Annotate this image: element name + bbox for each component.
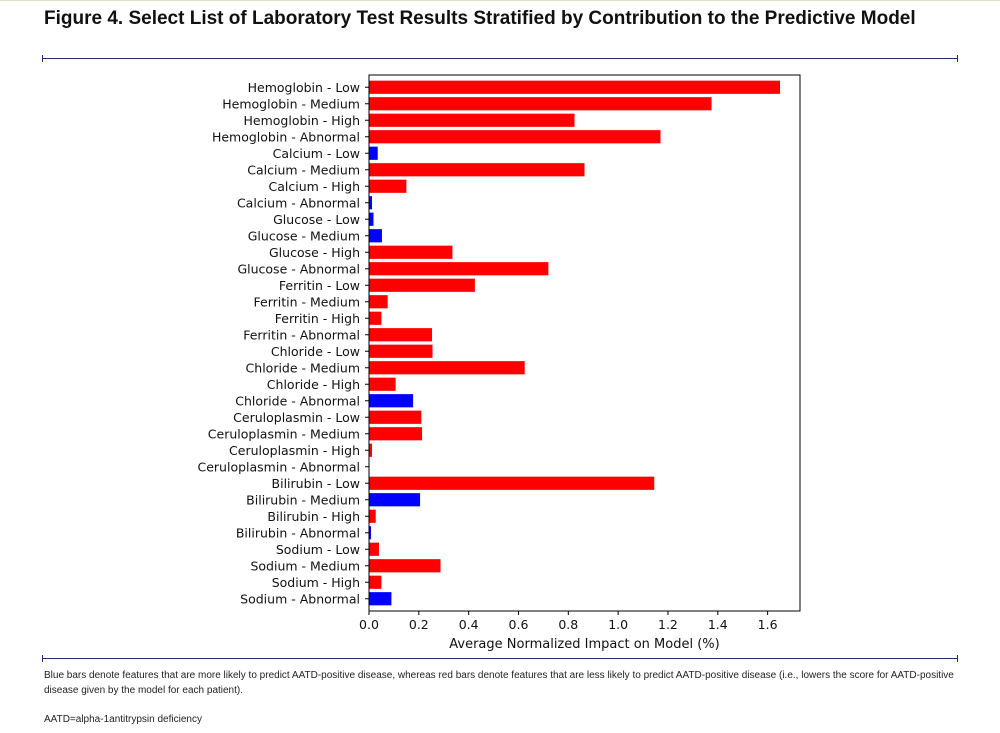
y-tick-label: Bilirubin - High: [267, 509, 360, 524]
y-tick-label: Bilirubin - Low: [272, 476, 360, 491]
bar-calcium-high: [369, 179, 407, 193]
plot-frame: [368, 74, 801, 612]
y-tick-label: Calcium - High: [269, 179, 361, 194]
bar-bilirubin-high: [369, 509, 376, 523]
bar-glucose-abnormal: [369, 262, 549, 276]
bar-sodium-medium: [369, 559, 441, 573]
bar-bilirubin-low: [369, 476, 655, 490]
bar-hemoglobin-high: [369, 113, 575, 127]
bar-glucose-low: [369, 212, 374, 226]
figure-title: Figure 4. Select List of Laboratory Test…: [44, 8, 916, 29]
figure-footnote: Blue bars denote features that are more …: [44, 670, 954, 696]
y-tick-label: Ceruloplasmin - High: [229, 443, 360, 458]
bottom-divider: [42, 655, 958, 662]
bar-chloride-high: [369, 377, 396, 391]
y-tick-label: Hemoglobin - Low: [248, 80, 360, 95]
y-tick-label: Sodium - Medium: [250, 558, 360, 573]
top-divider: [42, 55, 958, 62]
x-tick-label: 0.2: [409, 617, 429, 632]
abbreviation-note: AATD=alpha-1antitrypsin deficiency: [44, 714, 202, 725]
y-tick-label: Calcium - Medium: [247, 162, 360, 177]
bar-hemoglobin-medium: [369, 97, 712, 111]
bar-hemoglobin-low: [369, 80, 781, 94]
y-tick-label: Calcium - Low: [273, 146, 360, 161]
y-tick-label: Calcium - Abnormal: [237, 195, 360, 210]
bar-calcium-medium: [369, 163, 585, 177]
y-tick-label: Ferritin - Abnormal: [243, 327, 360, 342]
bar-calcium-abnormal: [369, 196, 372, 210]
x-axis-label: Average Normalized Impact on Model (%): [449, 637, 719, 652]
x-tick-label: 0.4: [459, 617, 479, 632]
x-tick-label: 1.6: [758, 617, 778, 632]
bar-ferritin-abnormal: [369, 328, 433, 342]
y-tick-label: Ceruloplasmin - Low: [233, 410, 360, 425]
x-tick-label: 1.2: [658, 617, 678, 632]
x-tick-label: 1.4: [708, 617, 728, 632]
y-tick-label: Ferritin - High: [275, 311, 360, 326]
y-tick-label: Bilirubin - Medium: [246, 492, 360, 507]
y-tick-label: Hemoglobin - High: [244, 113, 361, 128]
bar-glucose-high: [369, 245, 453, 259]
y-tick-label: Chloride - Abnormal: [235, 393, 360, 408]
y-tick-label: Sodium - Abnormal: [240, 591, 360, 606]
y-tick-label: Ceruloplasmin - Medium: [208, 426, 360, 441]
bar-sodium-abnormal: [369, 592, 392, 606]
y-tick-label: Glucose - Medium: [248, 228, 360, 243]
y-tick-label: Hemoglobin - Medium: [222, 96, 360, 111]
bar-glucose-medium: [369, 229, 382, 243]
x-tick-label: 1.0: [608, 617, 628, 632]
bar-chloride-abnormal: [369, 394, 414, 408]
y-tick-label: Chloride - High: [267, 377, 360, 392]
bar-bilirubin-abnormal: [369, 526, 371, 540]
bar-chloride-low: [369, 344, 433, 358]
top-border: [0, 0, 1000, 1]
y-tick-label: Ferritin - Medium: [254, 294, 360, 309]
bar-ferritin-low: [369, 278, 475, 292]
bar-ferritin-medium: [369, 295, 388, 309]
bar-sodium-low: [369, 542, 379, 556]
bar-group: [369, 80, 781, 606]
bar-bilirubin-medium: [369, 493, 421, 507]
x-tick-label: 0.6: [509, 617, 529, 632]
bar-calcium-low: [369, 146, 378, 160]
y-tick-label: Sodium - Low: [276, 542, 360, 557]
bar-hemoglobin-abnormal: [369, 130, 661, 144]
y-tick-label: Ceruloplasmin - Abnormal: [198, 459, 361, 474]
y-tick-label: Bilirubin - Abnormal: [236, 525, 360, 540]
x-axis-ticks: 0.0 0.2 0.4 0.6 0.8 1.0 1.2 1.4 1.6: [359, 611, 778, 632]
x-tick-label: 0.8: [558, 617, 578, 632]
bar-ceruloplasmin-high: [369, 443, 372, 457]
bar-ceruloplasmin-low: [369, 410, 422, 424]
y-tick-label: Glucose - Low: [273, 212, 360, 227]
y-tick-label: Hemoglobin - Abnormal: [212, 129, 360, 144]
y-tick-label: Glucose - High: [269, 245, 360, 260]
bar-sodium-high: [369, 575, 382, 589]
y-tick-label: Chloride - Low: [271, 344, 360, 359]
bar-ceruloplasmin-medium: [369, 427, 423, 441]
y-tick-label: Chloride - Medium: [246, 360, 360, 375]
bar-chloride-medium: [369, 361, 525, 375]
bar-ferritin-high: [369, 311, 382, 325]
x-tick-label: 0.0: [359, 617, 379, 632]
y-tick-label: Ferritin - Low: [279, 278, 360, 293]
y-tick-label: Sodium - High: [272, 575, 360, 590]
y-tick-label: Glucose - Abnormal: [237, 261, 360, 276]
